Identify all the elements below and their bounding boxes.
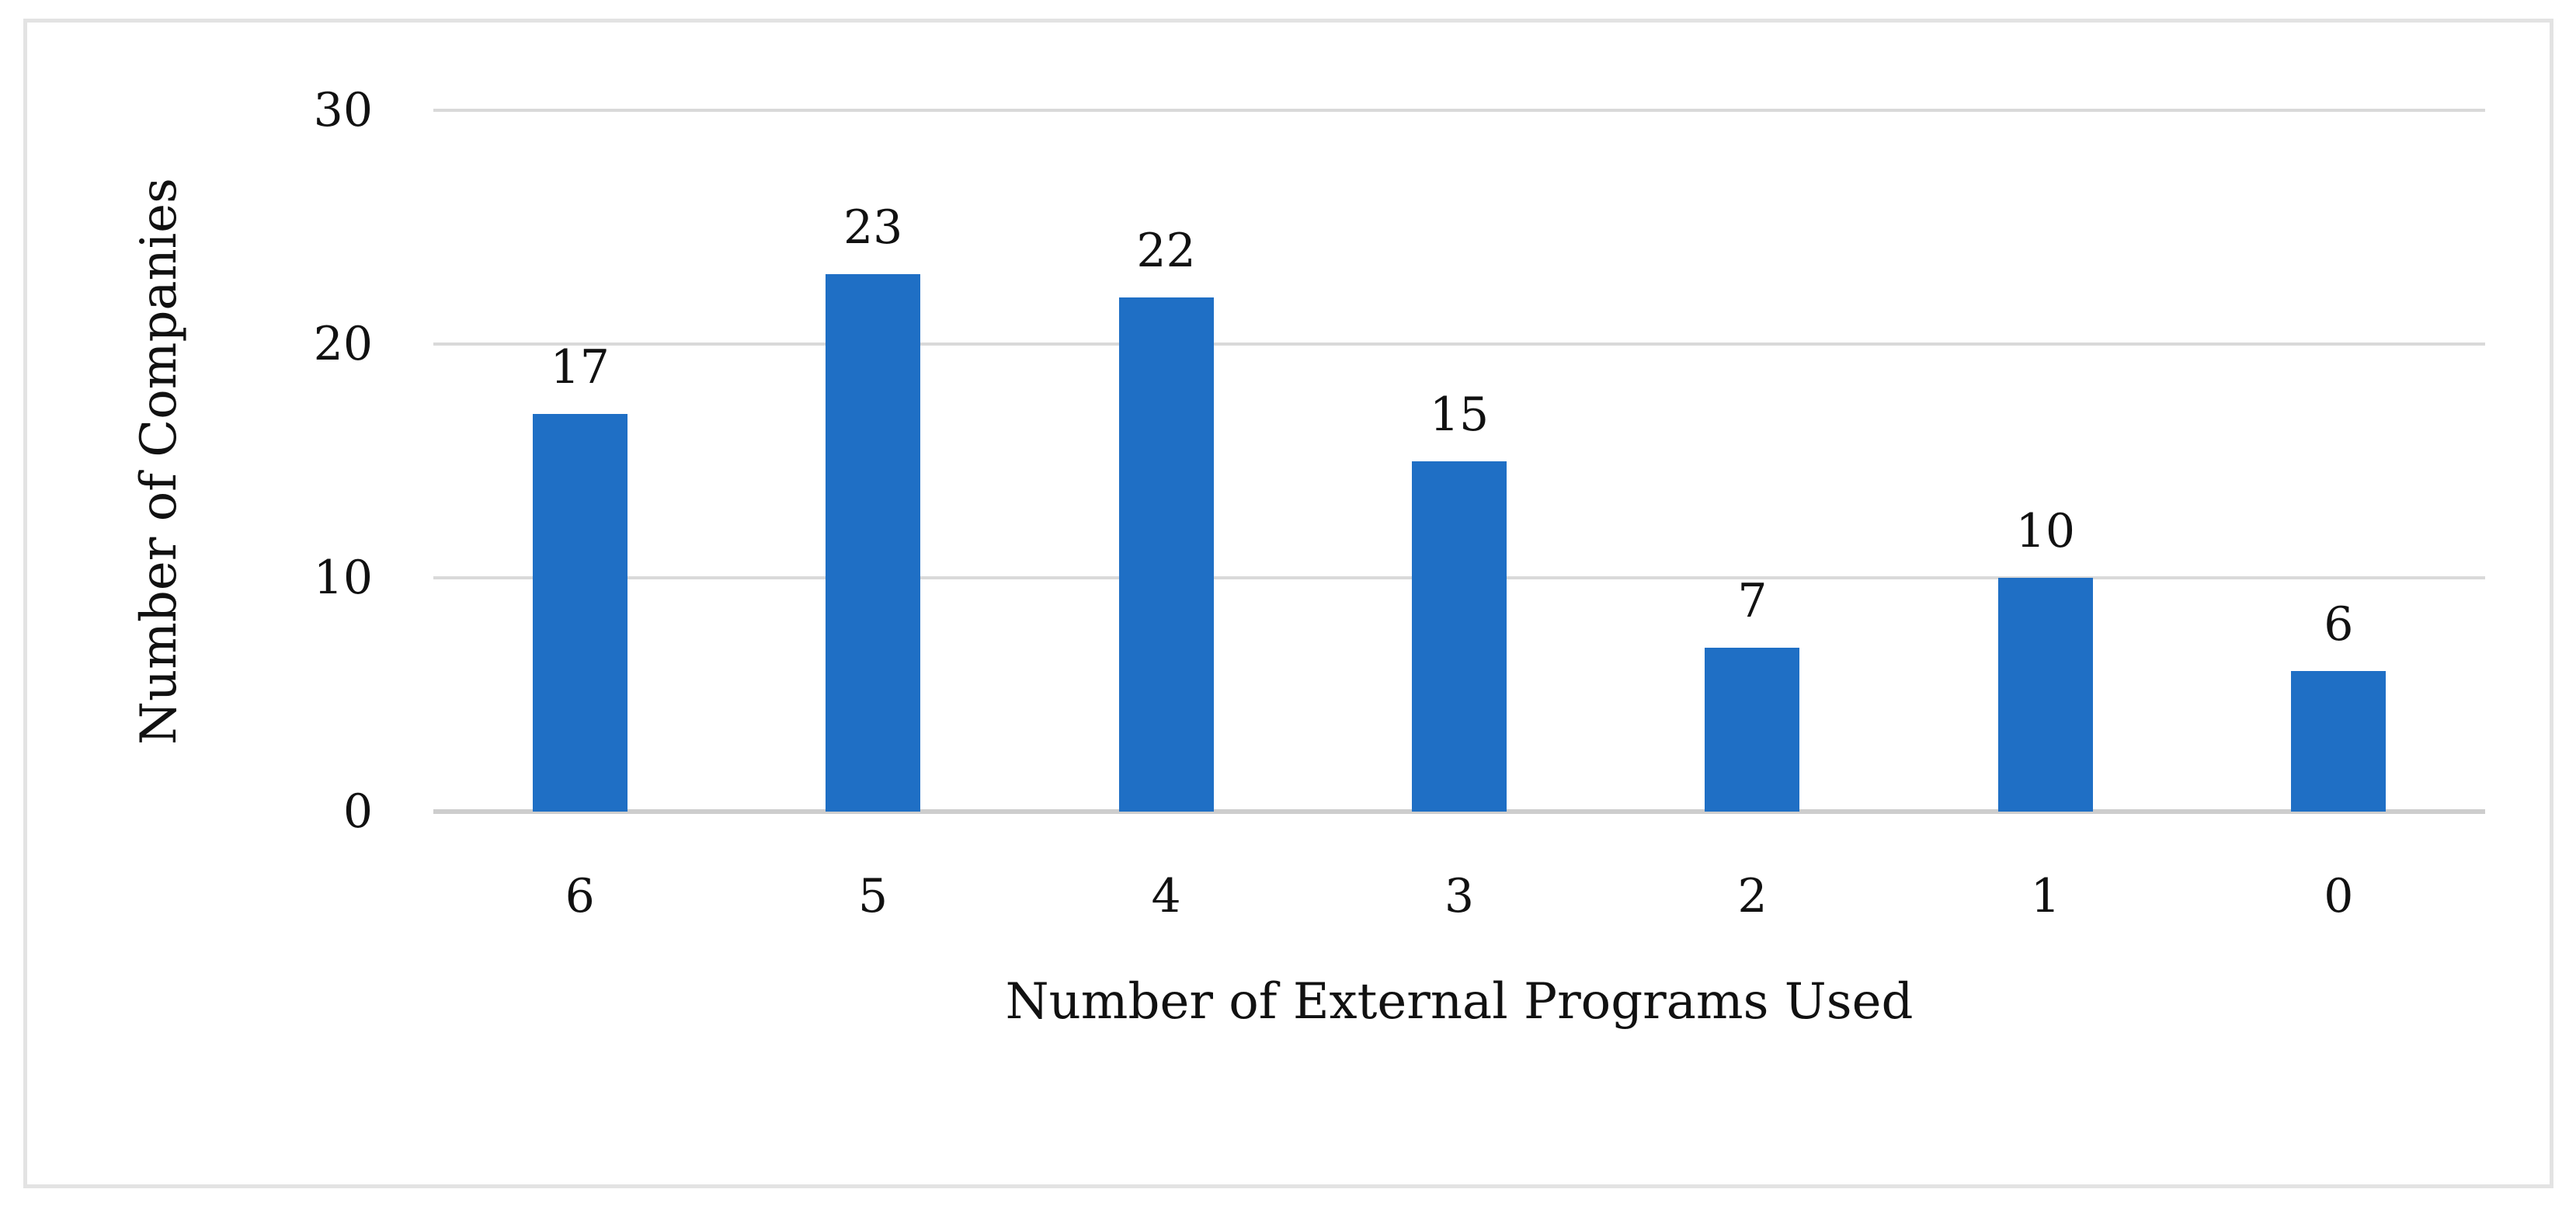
x-tick-label: 1: [2030, 869, 2060, 923]
y-tick-label: 20: [313, 317, 373, 371]
x-tick-label: 6: [565, 869, 595, 923]
y-tick-label: 0: [342, 784, 373, 839]
bar-category-3: [1412, 461, 1507, 812]
chart-frame: [23, 19, 2553, 1188]
bar-category-4: [1118, 297, 1214, 812]
bar-value-label: 15: [1429, 387, 1490, 442]
bar-category-5: [826, 273, 921, 812]
bar-category-0: [2291, 671, 2387, 812]
bar-value-label: 10: [2015, 504, 2076, 558]
gridline: [433, 342, 2485, 346]
bar-category-2: [1705, 648, 1800, 812]
y-tick-label: 10: [313, 551, 373, 605]
x-tick-label: 3: [1444, 869, 1475, 923]
x-tick-label: 5: [858, 869, 888, 923]
bar-value-label: 17: [550, 340, 610, 395]
bar-value-label: 22: [1136, 223, 1196, 278]
bar-value-label: 23: [843, 200, 903, 255]
bar-value-label: 6: [2324, 597, 2354, 652]
gridline: [433, 109, 2485, 112]
x-axis-line: [433, 809, 2485, 814]
bar-category-1: [1997, 578, 2093, 812]
x-tick-label: 0: [2324, 869, 2354, 923]
bar-value-label: 7: [1737, 574, 1768, 629]
x-tick-label: 2: [1737, 869, 1768, 923]
x-axis-title: Number of External Programs Used: [1005, 973, 1914, 1031]
bar-category-6: [532, 414, 627, 812]
x-tick-label: 4: [1151, 869, 1181, 923]
y-tick-label: 30: [313, 83, 373, 137]
